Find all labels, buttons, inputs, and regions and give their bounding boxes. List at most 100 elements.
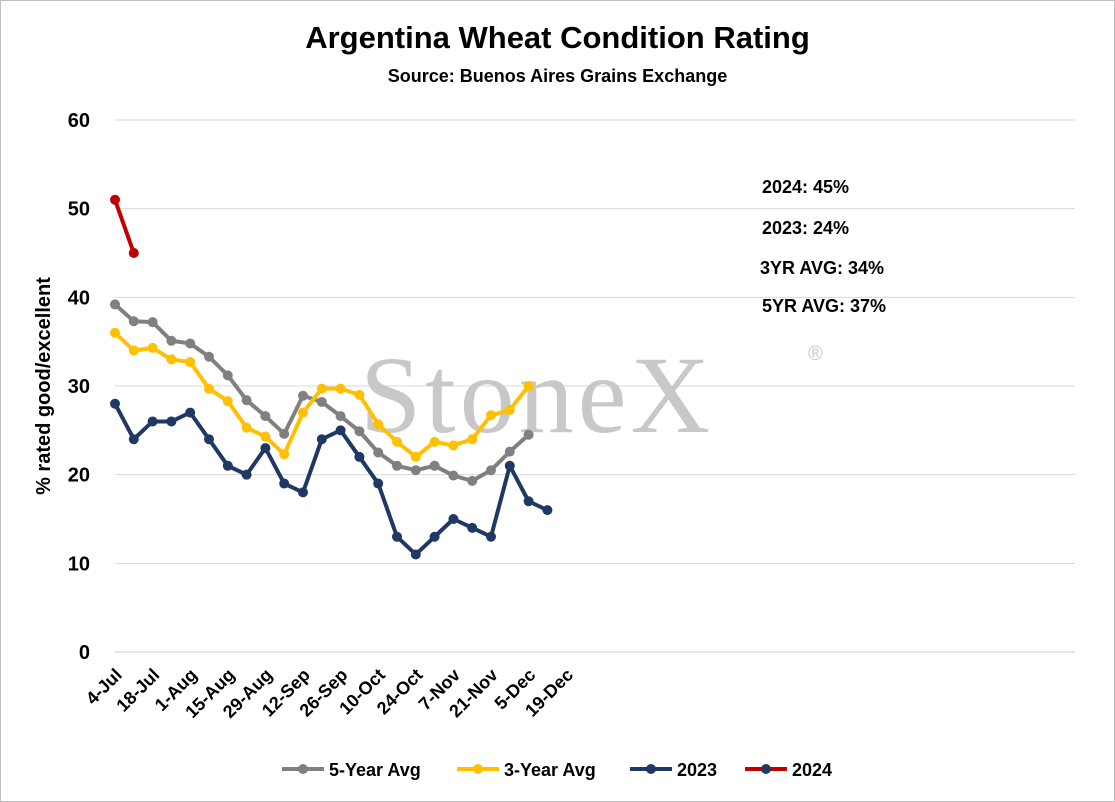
data-point	[373, 478, 384, 489]
data-point	[523, 496, 534, 507]
data-point	[504, 404, 515, 415]
data-point	[523, 381, 534, 391]
data-point	[392, 436, 402, 447]
data-point	[448, 470, 459, 481]
data-point	[241, 422, 252, 433]
data-point	[316, 434, 327, 445]
data-point	[204, 383, 214, 394]
data-point	[335, 411, 346, 422]
data-point	[185, 338, 196, 349]
data-point	[410, 451, 421, 462]
legend-label: 2023	[677, 760, 717, 780]
legend-swatch-marker	[298, 764, 308, 774]
y-tick-label: 60	[68, 110, 90, 132]
data-point	[260, 431, 271, 442]
legend-swatch-marker	[761, 764, 771, 774]
data-point	[354, 451, 365, 462]
legend-swatch-marker	[473, 764, 483, 774]
series-layer	[110, 194, 553, 560]
data-point	[392, 460, 402, 471]
data-point	[128, 316, 139, 327]
data-point	[298, 487, 308, 498]
legend-item: 5-Year Avg	[282, 760, 421, 780]
data-point	[279, 428, 290, 439]
data-point	[429, 460, 440, 471]
data-point	[373, 447, 384, 458]
legend: 5-Year Avg 3-Year Avg 2023 2024	[282, 760, 832, 780]
data-point	[147, 342, 158, 353]
data-point	[260, 443, 271, 454]
data-point	[354, 426, 365, 437]
data-point	[166, 354, 177, 365]
data-point	[467, 475, 478, 486]
data-point	[486, 410, 496, 421]
annotation-label: 3YR AVG: 34%	[760, 258, 884, 278]
data-point	[448, 440, 459, 451]
data-point	[335, 425, 346, 436]
legend-label: 3-Year Avg	[504, 760, 596, 780]
data-point	[523, 429, 534, 440]
data-point	[504, 460, 515, 471]
data-point	[241, 395, 252, 406]
annotation-label: 2023: 24%	[762, 218, 849, 238]
data-point	[410, 549, 421, 560]
data-point	[354, 389, 365, 400]
annotation-label: 2024: 45%	[762, 177, 849, 197]
series-line	[113, 197, 136, 255]
data-point	[128, 345, 139, 356]
y-tick-label: 10	[68, 553, 90, 575]
y-tick-label: 50	[68, 199, 90, 221]
data-point	[128, 248, 139, 258]
data-point	[166, 335, 177, 346]
chart-subtitle: Source: Buenos Aires Grains Exchange	[387, 66, 728, 86]
data-point	[392, 531, 402, 542]
data-point	[222, 370, 233, 381]
annotations: 2024: 45% 2023: 24% 3YR AVG: 34% 5YR AVG: 3…	[760, 177, 886, 316]
watermark: StoneX ®	[360, 334, 823, 456]
data-point	[279, 478, 290, 489]
data-point	[128, 434, 139, 445]
data-point	[204, 434, 214, 445]
data-point	[166, 416, 177, 427]
data-point	[222, 460, 233, 471]
series-2024	[110, 194, 139, 258]
data-point	[298, 390, 308, 401]
data-point	[429, 531, 440, 542]
data-point	[486, 465, 496, 476]
legend-item: 3-Year Avg	[457, 760, 596, 780]
data-point	[316, 396, 327, 407]
data-point	[467, 434, 478, 445]
data-point	[110, 194, 120, 205]
data-point	[110, 398, 120, 409]
series-2023	[110, 398, 553, 560]
data-point	[429, 436, 440, 447]
data-point	[467, 522, 478, 533]
data-point	[298, 407, 308, 418]
y-tick-label: 0	[79, 642, 90, 664]
x-tick-label: 18-Jul	[112, 665, 163, 716]
data-point	[222, 396, 233, 407]
series-5-year-avg	[110, 299, 534, 486]
chart-title: Argentina Wheat Condition Rating	[305, 20, 810, 55]
data-point	[110, 327, 120, 338]
watermark-text: StoneX	[360, 334, 714, 456]
y-axis-label: % rated good/excellent	[33, 277, 55, 495]
data-point	[410, 465, 421, 476]
data-point	[110, 299, 120, 310]
data-point	[241, 469, 252, 480]
legend-label: 5-Year Avg	[329, 760, 421, 780]
data-point	[486, 531, 496, 542]
legend-label: 2024	[792, 760, 832, 780]
data-point	[204, 351, 214, 362]
legend-swatch-marker	[646, 764, 656, 774]
data-point	[316, 383, 327, 394]
annotation-label: 5YR AVG: 37%	[762, 296, 886, 316]
data-point	[373, 419, 384, 430]
legend-item: 2024	[745, 760, 832, 780]
data-point	[504, 446, 515, 457]
data-point	[147, 317, 158, 328]
data-point	[147, 416, 158, 427]
y-axis-ticks: 0 10 20 30 40 50 60	[68, 110, 90, 664]
